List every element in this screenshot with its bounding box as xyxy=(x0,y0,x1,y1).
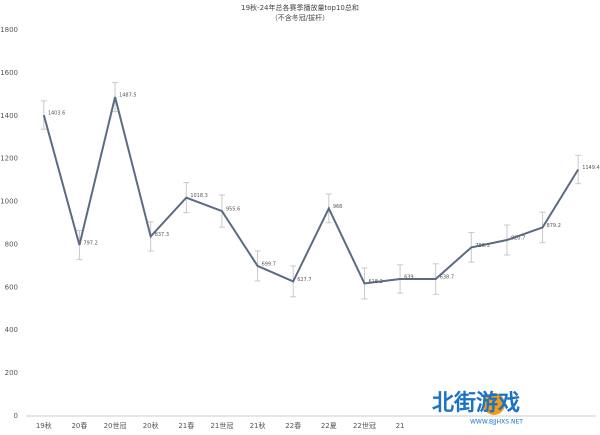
data-label: 786.3 xyxy=(475,243,489,249)
y-tick-label: 1200 xyxy=(0,155,18,163)
data-label: 699.7 xyxy=(262,261,276,267)
data-label: 820.7 xyxy=(511,236,525,242)
x-tick-label: 19秋 xyxy=(36,421,52,430)
x-tick-label: 21世冠 xyxy=(210,421,233,430)
chart-title: 19秋-24年总各赛季播放量top10总和 xyxy=(241,3,359,12)
x-tick-label: 20秋 xyxy=(143,421,159,430)
x-tick-label: 21秋 xyxy=(250,421,266,430)
watermark-text: 北街游戏 xyxy=(432,390,520,416)
y-tick-label: 200 xyxy=(5,369,18,377)
x-tick-label: 22世冠 xyxy=(353,421,376,430)
x-tick-label: 20春 xyxy=(71,421,87,430)
y-tick-label: 1400 xyxy=(0,112,18,120)
y-tick-label: 800 xyxy=(5,240,18,248)
data-label: 1018.3 xyxy=(190,193,208,199)
watermark-icon xyxy=(483,393,505,415)
data-label: 968 xyxy=(333,204,343,210)
watermark-url: WWW.BJJHXS.NET xyxy=(470,419,523,426)
data-label: 638.7 xyxy=(440,275,454,281)
y-tick-label: 1800 xyxy=(0,26,18,34)
data-label: 618.2 xyxy=(368,279,382,285)
data-line xyxy=(42,96,580,285)
data-label: 639 xyxy=(404,274,414,280)
x-tick-label: 21 xyxy=(396,422,405,430)
x-tick-label: 20世冠 xyxy=(104,421,127,430)
x-tick-label: 22春 xyxy=(285,421,301,430)
y-tick-label: 600 xyxy=(5,283,18,291)
data-label: 955.6 xyxy=(226,207,240,213)
data-label: 1487.5 xyxy=(119,93,137,99)
x-tick-label: 22夏 xyxy=(321,422,337,430)
watermark: 北街游戏 WWW.BJJHXS.NET xyxy=(432,390,523,426)
y-tick-label: 400 xyxy=(5,326,18,334)
data-label: 627.7 xyxy=(297,277,311,283)
data-label: 1403.6 xyxy=(48,111,66,117)
y-tick-label: 0 xyxy=(14,412,18,420)
data-label: 879.2 xyxy=(547,223,561,229)
y-tick-label: 1600 xyxy=(0,69,18,77)
data-label: 1149.4 xyxy=(582,165,600,171)
y-tick-label: 1000 xyxy=(0,198,18,206)
chart-subtitle: （不含冬冠/拔杆） xyxy=(271,13,329,22)
data-label: 797.2 xyxy=(83,241,97,247)
data-label: 837.3 xyxy=(155,232,169,238)
x-tick-label: 21春 xyxy=(178,421,194,430)
